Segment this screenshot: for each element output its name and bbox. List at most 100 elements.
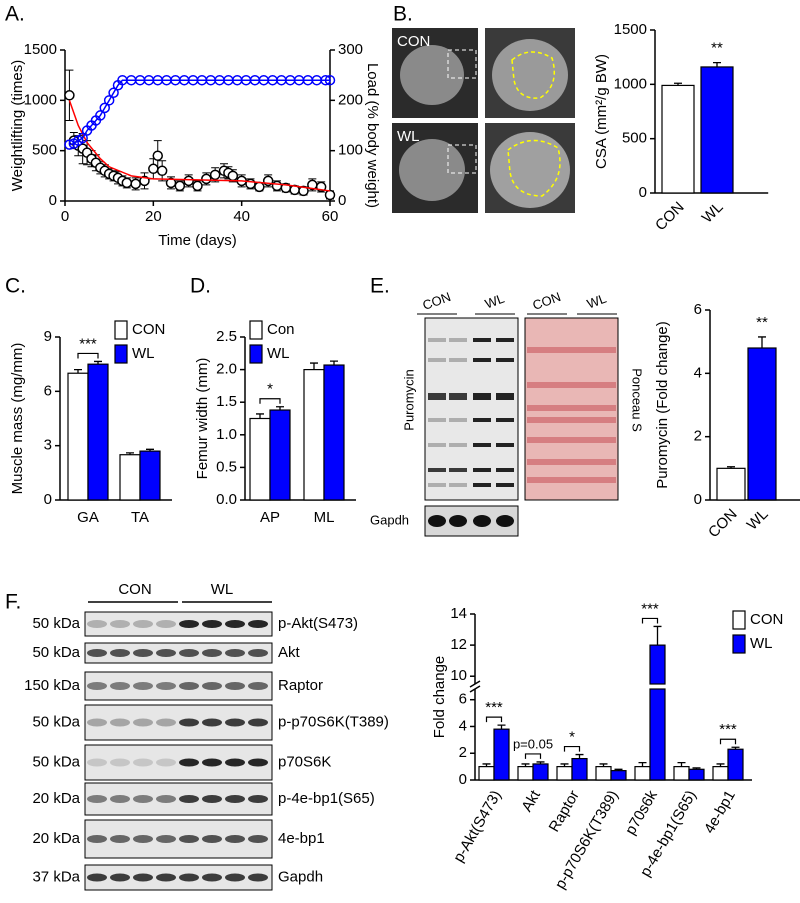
bar	[727, 748, 744, 781]
data-point	[271, 180, 283, 192]
y-axis-label: Fold change	[431, 656, 448, 739]
blot-band	[179, 682, 199, 690]
blot-band	[428, 358, 446, 362]
blot-band	[202, 835, 222, 843]
bar	[119, 454, 141, 501]
data-point	[148, 163, 159, 175]
error-bar	[521, 763, 530, 767]
y-axis-label: Femur width (mm)	[194, 358, 211, 480]
bar	[649, 688, 666, 781]
blot-band	[248, 620, 268, 628]
legend-label: WL	[267, 345, 290, 362]
blot-band	[496, 468, 514, 472]
data-point	[324, 74, 336, 86]
x-tick-label: 4e-bp1	[701, 787, 739, 836]
blot-group-label: CON	[118, 581, 151, 598]
axis-break	[469, 680, 481, 688]
series-line	[68, 100, 331, 192]
axis-break	[469, 685, 481, 693]
error-bar	[677, 761, 686, 767]
protein-label: Raptor	[278, 677, 323, 694]
blot-band	[110, 682, 130, 690]
error-bar	[94, 360, 102, 365]
image-label: CON	[397, 33, 430, 50]
error-bar	[126, 452, 134, 455]
error-bar	[276, 406, 284, 411]
x-tick-label: GA	[77, 509, 99, 526]
error-bar	[692, 767, 701, 770]
blot-band	[110, 873, 130, 882]
blot-band	[248, 758, 268, 767]
blot-band	[225, 873, 245, 882]
blot-band	[133, 758, 153, 767]
blot-band	[449, 443, 467, 447]
bar	[673, 766, 690, 781]
bar	[571, 757, 588, 781]
blot-band	[179, 873, 199, 882]
bar	[517, 766, 534, 781]
x-tick-label: WL	[744, 506, 772, 534]
significance-bracket	[77, 352, 99, 359]
x-tick-label: Raptor	[546, 787, 583, 834]
error-bar	[575, 753, 584, 759]
blot-band	[202, 795, 222, 803]
mri-tissue	[490, 132, 570, 208]
y-tick-label: 0	[459, 771, 467, 788]
bar	[532, 763, 549, 781]
bar	[139, 450, 161, 501]
blot-band	[248, 795, 268, 803]
x-tick-label: 40	[233, 208, 250, 225]
significance-label: ***	[641, 600, 659, 617]
blot-label: Puromycin	[401, 369, 416, 430]
y-tick-label: 1.5	[216, 393, 237, 410]
significance-label: ***	[79, 335, 97, 352]
data-point	[108, 87, 119, 99]
protein-label: 4e-bp1	[278, 830, 325, 847]
mri-tissue	[492, 39, 568, 111]
data-point	[121, 177, 133, 189]
blot-band	[133, 620, 153, 628]
y-tick-label: 6	[694, 301, 702, 318]
blot-band	[248, 682, 268, 690]
protein-label: p-4e-bp1(S65)	[278, 790, 375, 807]
y-tick-label: 1500	[24, 41, 57, 58]
roi-outline	[507, 139, 561, 197]
y-axis-label: Weightlifting (times)	[9, 60, 26, 191]
bar	[67, 372, 89, 501]
legend-swatch	[732, 610, 746, 630]
blot-band	[428, 483, 446, 487]
data-point	[324, 189, 336, 201]
error-bar	[638, 761, 647, 767]
error-bar	[146, 448, 154, 452]
blot-band	[248, 873, 268, 882]
blot-band	[202, 682, 222, 690]
kda-label: 20 kDa	[32, 830, 80, 847]
blot-band	[133, 795, 153, 803]
blot-strip	[84, 704, 273, 741]
significance-bracket	[259, 398, 281, 404]
blot-band	[428, 338, 446, 342]
data-point	[103, 95, 115, 106]
blot-band	[110, 795, 130, 803]
bar	[556, 766, 573, 781]
y2-axis-label: Load (% body weight)	[364, 63, 381, 208]
blot-band	[473, 515, 491, 527]
blot-band	[133, 873, 153, 882]
y-tick-label: 2.5	[216, 328, 237, 345]
error-bar	[758, 336, 766, 348]
data-point	[174, 180, 186, 192]
blot-band	[87, 649, 107, 657]
blot-label: Ponceau S	[630, 368, 645, 432]
significance-label: ***	[485, 699, 503, 716]
blot-band	[156, 873, 176, 882]
data-point	[183, 175, 194, 187]
data-point	[152, 150, 163, 161]
blot-band	[87, 795, 107, 803]
bar	[634, 766, 651, 781]
zoom-box	[447, 144, 477, 174]
y-tick-label: 2	[694, 428, 702, 445]
data-point	[320, 74, 331, 86]
error-bar	[614, 768, 623, 771]
kda-label: 50 kDa	[32, 713, 80, 730]
blot-band	[87, 835, 107, 843]
